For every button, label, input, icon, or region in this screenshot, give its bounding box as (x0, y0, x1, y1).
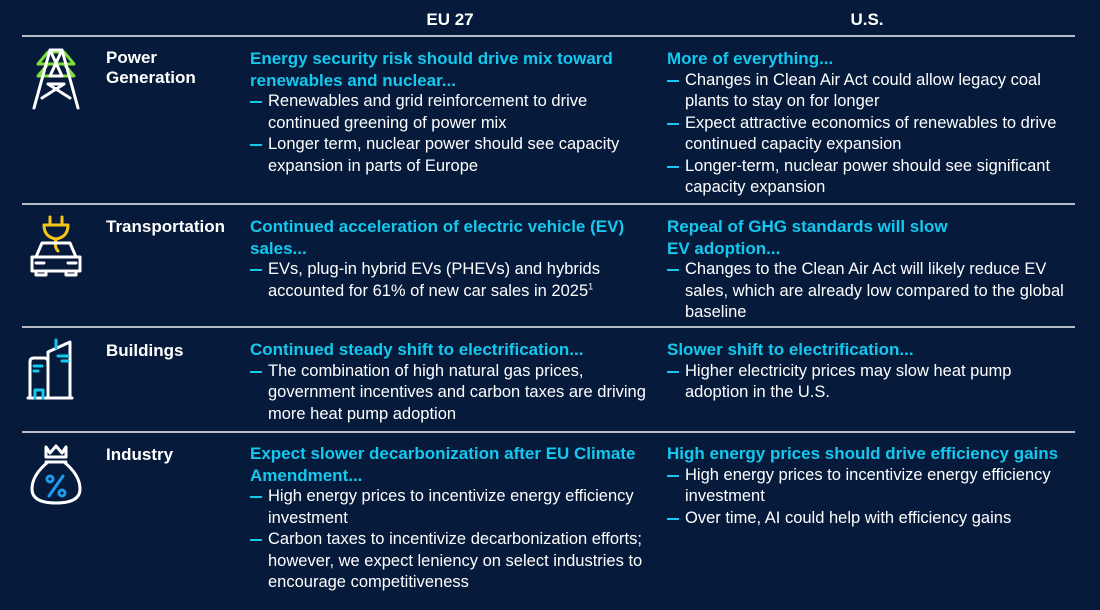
dash-icon (667, 517, 679, 520)
bullet-item: The combination of high natural gas pric… (250, 361, 650, 426)
us-power-cell: More of everything... Changes in Clean A… (667, 48, 1077, 199)
dash-icon (250, 370, 262, 373)
bullet-item: Changes in Clean Air Act could allow leg… (667, 70, 1077, 113)
dash-icon (250, 539, 262, 541)
buildings-icon (26, 338, 74, 400)
dash-icon (250, 269, 262, 271)
category-label: Buildings (106, 341, 184, 360)
dash-icon (250, 496, 262, 498)
dash-icon (667, 122, 679, 125)
bullet-item: Changes to the Clean Air Act will likely… (667, 259, 1077, 324)
us-transport-cell: Repeal of GHG standards will slow EV ado… (667, 216, 1077, 324)
electric-car-plug-icon (30, 215, 82, 277)
eu-power-cell: Energy security risk should drive mix to… (250, 48, 650, 177)
us-power-title: More of everything... (667, 49, 834, 68)
money-bag-percent-icon (30, 444, 82, 505)
column-header-us: U.S. (850, 10, 884, 29)
us-buildings-cell: Slower shift to electrification... Highe… (667, 339, 1077, 404)
us-transport-title: Repeal of GHG standards will slow EV ado… (667, 217, 948, 258)
divider-header (22, 35, 1075, 37)
divider-row-2 (22, 326, 1075, 328)
dash-icon (667, 474, 679, 477)
power-tower-icon (32, 48, 80, 110)
column-header-eu: EU 27 (426, 10, 474, 29)
bullet-item: Longer term, nuclear power should see ca… (250, 134, 650, 177)
category-label: Industry (106, 445, 174, 464)
eu-industry-cell: Expect slower decarbonization after EU C… (250, 443, 650, 594)
us-buildings-title: Slower shift to electrification... (667, 340, 914, 359)
eu-buildings-cell: Continued steady shift to electrificatio… (250, 339, 650, 425)
bullet-item: Carbon taxes to incentivize decarbonizat… (250, 529, 650, 594)
category-label: Transportation (106, 217, 226, 236)
bullet-item: Expect attractive economics of renewable… (667, 113, 1077, 156)
us-industry-cell: High energy prices should drive efficien… (667, 443, 1077, 529)
bullet-item: High energy prices to incentivize energy… (250, 486, 650, 529)
dash-icon (250, 101, 262, 103)
dash-icon (250, 144, 262, 146)
eu-power-title: Energy security risk should drive mix to… (250, 49, 613, 90)
eu-transport-cell: Continued acceleration of electric vehic… (250, 216, 650, 302)
divider-row-3 (22, 431, 1075, 433)
bullet-item: Longer-term, nuclear power should see si… (667, 156, 1077, 199)
bullet-item: Higher electricity prices may slow heat … (667, 361, 1077, 404)
us-industry-title: High energy prices should drive efficien… (667, 444, 1059, 463)
category-label: Power Generation (106, 48, 196, 87)
eu-transport-title: Continued acceleration of electric vehic… (250, 217, 625, 258)
footnote-marker: 1 (588, 281, 594, 291)
bullet-item: EVs, plug-in hybrid EVs (PHEVs) and hybr… (250, 259, 650, 302)
dash-icon (667, 370, 679, 373)
eu-buildings-title: Continued steady shift to electrificatio… (250, 340, 584, 359)
bullet-item: Renewables and grid reinforcement to dri… (250, 91, 650, 134)
dash-icon (667, 79, 679, 82)
bullet-item: Over time, AI could help with efficiency… (667, 508, 1077, 530)
dash-icon (667, 269, 679, 271)
bullet-item: High energy prices to incentivize energy… (667, 465, 1077, 508)
dash-icon (667, 165, 679, 168)
divider-row-1 (22, 203, 1075, 205)
eu-industry-title: Expect slower decarbonization after EU C… (250, 444, 636, 485)
